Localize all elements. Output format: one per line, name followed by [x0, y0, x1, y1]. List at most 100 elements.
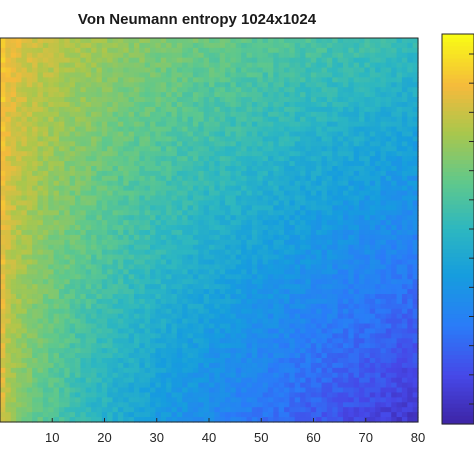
- heatmap-cell: [192, 111, 199, 118]
- heatmap-cell: [284, 126, 290, 133]
- heatmap-cell: [209, 313, 215, 320]
- heatmap-cell: [107, 190, 114, 197]
- heatmap-cell: [380, 141, 387, 147]
- heatmap-cell: [96, 72, 103, 78]
- heatmap-cell: [182, 57, 189, 64]
- heatmap-cell: [262, 62, 269, 69]
- heatmap-cell: [267, 210, 274, 216]
- heatmap-cell: [42, 274, 49, 280]
- heatmap-cell: [58, 106, 65, 113]
- heatmap-cell: [251, 42, 258, 49]
- heatmap-cell: [359, 318, 366, 325]
- heatmap-cell: [198, 111, 205, 118]
- heatmap-cell: [85, 239, 92, 246]
- heatmap-cell: [257, 170, 264, 177]
- heatmap-cell: [412, 348, 419, 354]
- heatmap-cell: [107, 269, 114, 275]
- heatmap-cell: [0, 200, 6, 206]
- heatmap-cell: [364, 230, 371, 236]
- heatmap-cell: [321, 146, 328, 152]
- heatmap-cell: [80, 230, 87, 236]
- heatmap-cell: [48, 249, 55, 256]
- heatmap-cell: [267, 259, 274, 266]
- heatmap-cell: [294, 156, 301, 162]
- heatmap-cell: [160, 225, 167, 231]
- heatmap-cell: [48, 294, 55, 300]
- heatmap-cell: [101, 210, 108, 216]
- heatmap-cell: [219, 126, 226, 133]
- heatmap-cell: [123, 318, 130, 325]
- heatmap-cell: [107, 57, 114, 64]
- heatmap-cell: [284, 259, 290, 266]
- heatmap-cell: [32, 313, 39, 320]
- heatmap-cell: [187, 131, 194, 138]
- heatmap-cell: [5, 294, 12, 300]
- heatmap-cell: [133, 298, 140, 305]
- heatmap-cell: [396, 57, 403, 64]
- heatmap-cell: [305, 230, 312, 236]
- heatmap-cell: [407, 131, 414, 138]
- heatmap-cell: [225, 279, 232, 285]
- heatmap-cell: [176, 146, 183, 152]
- heatmap-cell: [75, 38, 81, 44]
- heatmap-cell: [214, 220, 221, 226]
- heatmap-cell: [300, 200, 307, 206]
- heatmap-cell: [209, 289, 215, 295]
- heatmap-cell: [53, 308, 60, 315]
- heatmap-cell: [166, 190, 173, 197]
- heatmap-cell: [192, 92, 199, 98]
- heatmap-cell: [235, 279, 242, 285]
- heatmap-cell: [305, 141, 312, 147]
- heatmap-cell: [80, 97, 87, 103]
- heatmap-cell: [369, 97, 376, 103]
- heatmap-cell: [278, 298, 285, 305]
- heatmap-cell: [96, 146, 103, 152]
- heatmap-cell: [53, 225, 60, 231]
- heatmap-cell: [85, 121, 92, 128]
- heatmap-cell: [139, 97, 146, 103]
- heatmap-cell: [353, 249, 360, 256]
- heatmap-cell: [316, 175, 323, 182]
- heatmap-cell: [257, 72, 264, 78]
- heatmap-cell: [37, 166, 44, 172]
- heatmap-cell: [289, 230, 296, 236]
- heatmap-cell: [171, 67, 178, 74]
- heatmap-cell: [219, 131, 226, 138]
- heatmap-cell: [241, 269, 248, 275]
- heatmap-cell: [251, 121, 258, 128]
- heatmap-cell: [359, 333, 366, 339]
- heatmap-cell: [348, 348, 355, 354]
- heatmap-cell: [214, 328, 221, 334]
- heatmap-cell: [0, 82, 6, 88]
- heatmap-cell: [369, 170, 376, 177]
- heatmap-cell: [64, 102, 71, 108]
- heatmap-cell: [230, 67, 237, 74]
- heatmap-cell: [251, 180, 258, 187]
- heatmap-cell: [235, 269, 242, 275]
- heatmap-cell: [316, 42, 323, 49]
- heatmap-cell: [214, 136, 221, 142]
- heatmap-cell: [48, 308, 55, 315]
- heatmap-cell: [144, 97, 151, 103]
- heatmap-cell: [69, 72, 76, 78]
- heatmap-cell: [96, 166, 103, 172]
- heatmap-cell: [128, 338, 135, 344]
- heatmap-cell: [69, 323, 76, 330]
- heatmap-cell: [58, 264, 65, 270]
- heatmap-cell: [96, 116, 103, 123]
- heatmap-cell: [375, 308, 382, 315]
- heatmap-cell: [166, 87, 173, 93]
- heatmap-cell: [171, 116, 178, 123]
- heatmap-cell: [58, 239, 65, 246]
- heatmap-cell: [310, 141, 317, 147]
- heatmap-cell: [359, 72, 366, 78]
- heatmap-cell: [235, 87, 242, 93]
- heatmap-cell: [10, 348, 17, 354]
- heatmap-cell: [5, 62, 12, 69]
- heatmap-cell: [10, 175, 17, 182]
- heatmap-cell: [117, 249, 124, 256]
- heatmap-cell: [182, 284, 189, 290]
- heatmap-cell: [326, 77, 333, 83]
- heatmap-cell: [225, 210, 232, 216]
- heatmap-cell: [133, 249, 140, 256]
